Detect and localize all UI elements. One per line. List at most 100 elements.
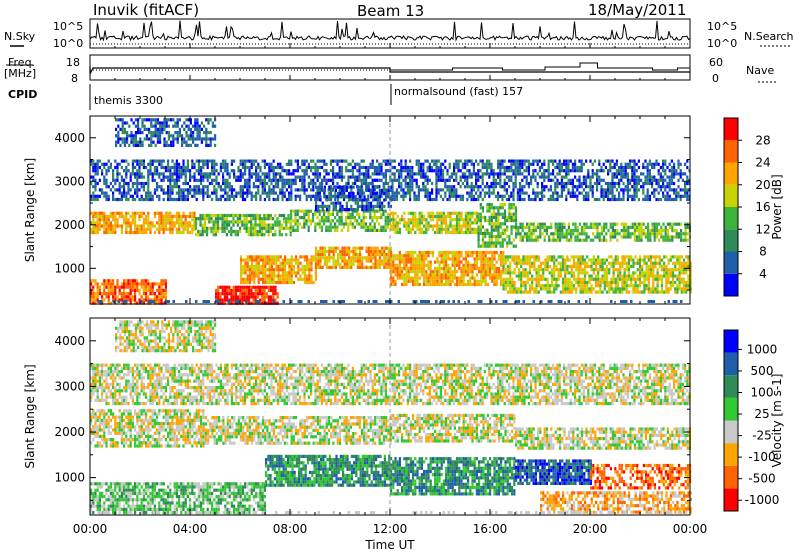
echo-cell xyxy=(381,262,384,266)
echo-cell xyxy=(535,287,538,291)
echo-cell xyxy=(537,274,540,278)
echo-cell xyxy=(632,284,635,288)
echo-cell xyxy=(546,290,549,294)
echo-cell xyxy=(409,221,412,225)
echo-cell xyxy=(398,230,401,235)
echo-cell xyxy=(528,271,532,275)
echo-cell xyxy=(252,298,255,302)
echo-cell xyxy=(290,255,293,259)
echo-cell xyxy=(142,282,145,286)
echo-cell xyxy=(616,238,619,242)
echo-cell xyxy=(284,280,287,285)
echo-cell xyxy=(142,227,145,231)
echo-cell xyxy=(373,197,376,202)
echo-cell xyxy=(92,178,95,182)
echo-cell xyxy=(442,263,445,267)
echo-cell xyxy=(254,213,257,218)
echo-cell xyxy=(296,165,299,170)
echo-cell xyxy=(548,287,551,291)
echo-cell xyxy=(534,238,537,242)
echo-cell xyxy=(444,165,447,170)
echo-cell xyxy=(301,162,304,166)
echo-cell xyxy=(105,292,108,296)
echo-cell xyxy=(512,244,515,248)
echo-cell xyxy=(642,232,645,236)
echo-cell xyxy=(619,290,622,294)
echo-cell xyxy=(464,218,467,222)
echo-cell xyxy=(277,268,280,272)
echo-cell xyxy=(226,178,229,182)
echo-cell xyxy=(501,206,504,210)
echo-cell xyxy=(494,181,497,186)
echo-cell xyxy=(477,215,480,219)
echo-cell xyxy=(92,295,95,299)
echo-cell xyxy=(364,216,367,220)
echo-cell xyxy=(272,223,275,227)
echo-cell xyxy=(307,165,310,170)
echo-cell xyxy=(272,217,275,221)
echo-cell xyxy=(676,261,679,265)
echo-cell xyxy=(640,225,643,229)
echo-cell xyxy=(396,273,399,277)
echo-cell xyxy=(513,280,516,285)
echo-cell xyxy=(178,218,181,222)
echo-cell xyxy=(178,230,181,235)
echo-cell xyxy=(281,264,284,269)
echo-cell xyxy=(609,222,612,226)
echo-cell xyxy=(449,279,452,283)
echo-cell xyxy=(451,227,454,231)
echo-cell xyxy=(318,159,321,163)
echo-cell xyxy=(221,288,224,293)
echo-cell xyxy=(440,273,443,277)
echo-cell xyxy=(147,211,150,215)
echo-cell xyxy=(327,197,330,202)
echo-cell xyxy=(409,172,412,176)
echo-cell xyxy=(232,229,235,234)
echo-cell xyxy=(389,169,392,173)
echo-cell xyxy=(347,181,350,186)
echo-cell xyxy=(195,233,198,237)
echo-cell xyxy=(532,225,535,229)
echo-cell xyxy=(257,274,260,278)
echo-cell xyxy=(240,264,243,269)
echo-cell xyxy=(376,165,379,170)
echo-cell xyxy=(605,280,609,285)
echo-cell xyxy=(511,258,514,262)
echo-cell xyxy=(460,266,463,271)
echo-cell xyxy=(94,165,97,170)
echo-cell xyxy=(497,266,500,271)
echo-cell xyxy=(451,279,454,283)
echo-cell xyxy=(279,188,282,192)
echo-cell xyxy=(513,290,516,294)
echo-cell xyxy=(270,285,273,289)
echo-cell xyxy=(497,241,500,245)
echo-cell xyxy=(391,159,394,163)
echo-cell xyxy=(350,265,353,269)
echo-cell xyxy=(268,280,271,285)
echo-cell xyxy=(224,178,227,182)
echo-cell xyxy=(579,287,582,291)
echo-cell xyxy=(689,271,692,275)
echo-cell xyxy=(530,238,533,242)
echo-cell xyxy=(214,223,217,227)
echo-cell xyxy=(559,274,562,278)
echo-cell xyxy=(543,222,546,226)
echo-cell xyxy=(409,276,412,280)
echo-cell xyxy=(471,282,474,287)
echo-cell xyxy=(332,172,335,176)
echo-cell xyxy=(403,211,406,215)
echo-cell xyxy=(533,268,536,272)
echo-cell xyxy=(407,260,410,264)
echo-cell xyxy=(164,218,167,222)
echo-cell xyxy=(193,214,196,219)
echo-cell xyxy=(415,194,418,198)
echo-cell xyxy=(340,172,343,176)
echo-cell xyxy=(435,178,438,182)
echo-cell xyxy=(261,217,264,221)
echo-cell xyxy=(180,197,183,202)
echo-cell xyxy=(401,276,404,280)
echo-cell xyxy=(195,226,198,230)
echo-cell xyxy=(416,227,419,231)
echo-cell xyxy=(151,197,154,202)
echo-cell xyxy=(162,197,165,202)
